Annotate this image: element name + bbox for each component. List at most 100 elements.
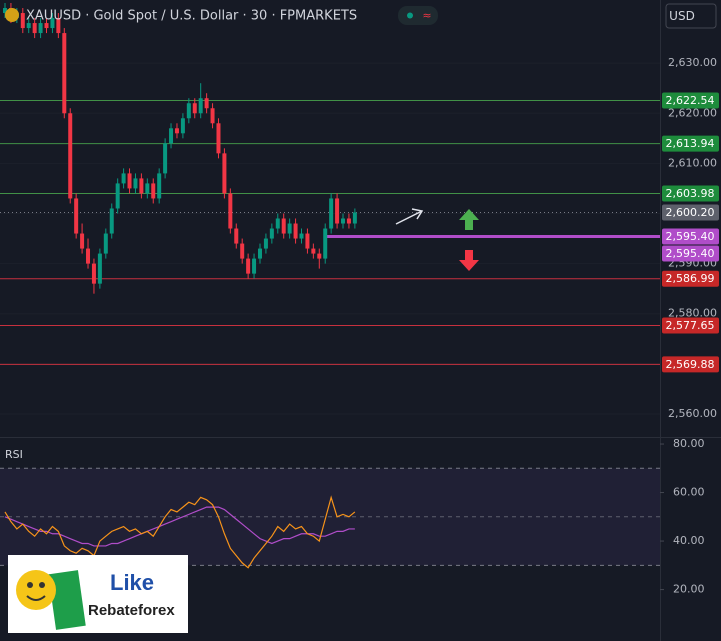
candle-body xyxy=(133,178,138,189)
candle-body xyxy=(109,208,114,234)
down-arrow xyxy=(459,250,479,271)
status-pill[interactable] xyxy=(398,6,438,25)
candle-body xyxy=(145,183,150,194)
candle-body xyxy=(174,128,179,134)
candle-body xyxy=(44,23,49,29)
y-tick-label: 2,610.00 xyxy=(668,156,717,169)
candle-body xyxy=(68,113,73,199)
candle-body xyxy=(323,228,328,259)
candle-body xyxy=(269,228,274,239)
currency-label[interactable]: USD xyxy=(669,9,695,23)
candle-body xyxy=(97,253,102,284)
price-label-box xyxy=(662,92,719,109)
candle-body xyxy=(157,173,162,199)
candle-body xyxy=(198,98,203,114)
price-label: 2,600.20 xyxy=(666,206,715,219)
logo-line1: Like xyxy=(110,570,154,595)
candle-body xyxy=(228,193,233,229)
candle-body xyxy=(26,23,31,29)
candle-body xyxy=(151,183,156,199)
price-label: 2,586.99 xyxy=(666,272,715,285)
rsi-line xyxy=(4,506,355,547)
candle-body xyxy=(216,123,221,154)
price-label-box xyxy=(662,135,719,152)
candle-body xyxy=(163,143,168,174)
price-label-box xyxy=(662,245,719,262)
candle-body xyxy=(86,248,91,264)
candle-body xyxy=(38,23,43,34)
candle-body xyxy=(317,253,322,259)
candle-body xyxy=(329,198,334,229)
status-icon: ≈ xyxy=(422,9,431,22)
candle-body xyxy=(311,248,316,254)
price-label: 2,595.40 xyxy=(666,247,715,260)
status-dot xyxy=(407,12,413,19)
candle-body xyxy=(186,103,191,119)
candle-body xyxy=(121,173,126,184)
price-label: 2,577.65 xyxy=(666,319,715,332)
price-label: 2,613.94 xyxy=(666,137,715,150)
y-tick-label: 2,620.00 xyxy=(668,106,717,119)
candle-body xyxy=(62,33,67,114)
candle-body xyxy=(335,198,340,224)
candle-body xyxy=(352,212,357,224)
y-tick-label: 80.00 xyxy=(673,437,705,450)
candle-body xyxy=(281,218,286,234)
candle-body xyxy=(169,128,174,144)
candle-body xyxy=(180,118,185,134)
candle-body xyxy=(56,18,61,34)
y-tick-label: 2,560.00 xyxy=(668,407,717,420)
candle-body xyxy=(127,173,132,189)
candle-body xyxy=(80,233,85,249)
candle-body xyxy=(20,13,25,29)
candle-body xyxy=(222,153,227,194)
candle-body xyxy=(210,108,215,124)
candle-body xyxy=(139,178,144,194)
y-tick-label: 2,630.00 xyxy=(668,56,717,69)
candle-body xyxy=(74,198,79,234)
y-tick-label: 20.00 xyxy=(673,583,705,596)
price-label-box xyxy=(662,185,719,202)
candle-body xyxy=(346,218,351,224)
logo-line2: Rebateforex xyxy=(88,602,175,619)
candle-body xyxy=(50,18,55,29)
candle-body xyxy=(341,218,346,224)
y-tick-label: 2,580.00 xyxy=(668,307,717,320)
logo: Like Rebateforex xyxy=(8,555,188,633)
candle-body xyxy=(32,23,37,34)
y-tick-label: 60.00 xyxy=(673,486,705,499)
candle-body xyxy=(275,218,280,229)
candle-body xyxy=(299,233,304,239)
candle-body xyxy=(257,248,262,259)
arrow-annotation xyxy=(395,208,424,225)
rsi-pane: 20.00 40.00 60.00 80.00 xyxy=(0,437,705,596)
price-label-box xyxy=(662,317,719,334)
candle-body xyxy=(192,103,197,114)
candle-body xyxy=(287,223,292,234)
price-label-box xyxy=(662,270,719,287)
y-tick-label: 40.00 xyxy=(673,534,705,547)
symbol-icon xyxy=(5,8,19,22)
price-labels: 2,560.002,570.002,580.002,590.002,600.00… xyxy=(662,56,719,420)
candle-body xyxy=(91,263,96,284)
price-label: 2,595.40 xyxy=(666,230,715,243)
price-label-box xyxy=(662,204,719,221)
candle-body xyxy=(263,238,268,249)
currency-button[interactable] xyxy=(665,3,717,29)
price-label: 2,569.88 xyxy=(666,358,715,371)
candle-body xyxy=(246,258,251,274)
candle-body xyxy=(115,183,120,209)
candle-body xyxy=(252,258,257,274)
price-label-box xyxy=(662,356,719,373)
price-label-box xyxy=(662,228,719,245)
up-arrow xyxy=(459,209,479,230)
rsi-title: RSI xyxy=(5,448,23,461)
candle-body xyxy=(234,228,239,244)
candle-body xyxy=(293,223,298,239)
rsi-line xyxy=(4,495,356,569)
price-label: 2,603.98 xyxy=(666,187,715,200)
candle-body xyxy=(3,8,7,14)
